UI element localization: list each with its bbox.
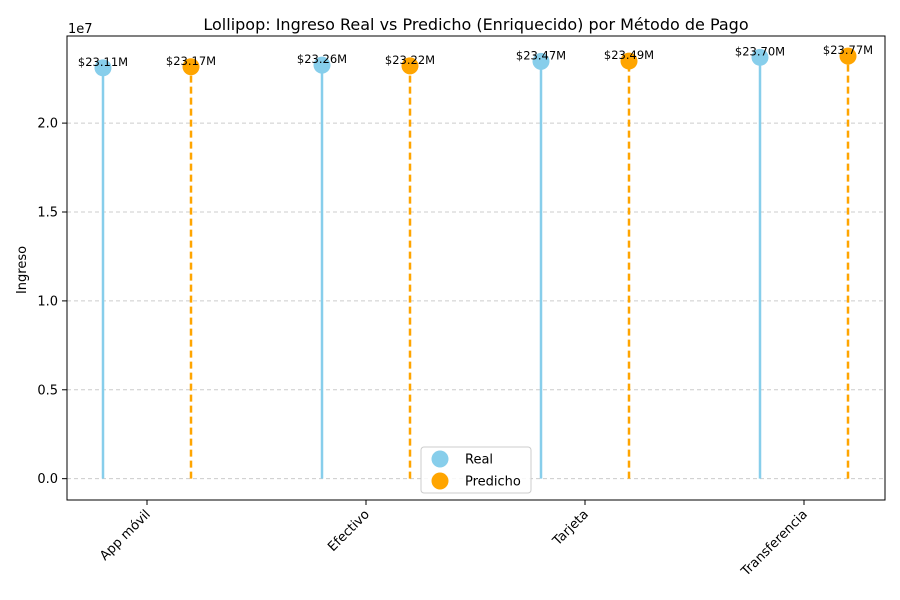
legend-label-predicho: Predicho xyxy=(465,475,521,490)
lollipop-marker-predicho xyxy=(620,52,638,70)
data-label-predicho: $23.49M xyxy=(604,48,654,62)
lollipop-marker-predicho xyxy=(182,58,200,76)
y-tick-label: 0.0 xyxy=(37,472,58,487)
data-label-real: $23.11M xyxy=(78,55,128,69)
y-tick-label: 1.0 xyxy=(37,294,58,309)
data-label-real: $23.26M xyxy=(297,52,347,66)
markers-layer xyxy=(94,47,857,77)
lollipop-marker-real xyxy=(94,59,112,77)
y-axis-offset-label: 1e7 xyxy=(68,22,93,37)
data-label-real: $23.47M xyxy=(516,48,566,62)
lollipop-marker-real xyxy=(532,52,550,70)
legend-marker-real xyxy=(431,450,449,468)
legend-label-real: Real xyxy=(465,453,493,468)
lollipop-marker-real xyxy=(751,48,769,66)
lollipop-marker-real xyxy=(313,56,331,74)
y-axis-label: Ingreso xyxy=(15,246,30,294)
y-tick-label: 1.5 xyxy=(37,206,58,221)
data-label-predicho: $23.17M xyxy=(166,54,216,68)
y-axis: 0.0 0.5 1.0 1.5 2.0 xyxy=(37,117,67,487)
legend[interactable]: Real Predicho xyxy=(420,446,532,494)
lollipop-marker-predicho xyxy=(839,47,857,65)
y-tick-label: 0.5 xyxy=(37,383,58,398)
lollipop-marker-predicho xyxy=(401,57,419,75)
data-label-real: $23.70M xyxy=(735,44,785,58)
plot-area-frame xyxy=(66,35,886,501)
y-tick-label: 2.0 xyxy=(37,117,58,132)
chart-title: Lollipop: Ingreso Real vs Predicho (Enri… xyxy=(203,15,748,34)
legend-marker-predicho xyxy=(431,472,449,490)
data-labels-layer: $23.11M $23.26M $23.47M $23.70M $23.17M $23.2… xyxy=(78,43,873,69)
stems-layer xyxy=(101,56,850,479)
legend-box xyxy=(420,446,532,494)
data-label-predicho: $23.22M xyxy=(385,53,435,67)
grid-layer xyxy=(67,122,885,480)
data-label-predicho: $23.77M xyxy=(823,43,873,57)
